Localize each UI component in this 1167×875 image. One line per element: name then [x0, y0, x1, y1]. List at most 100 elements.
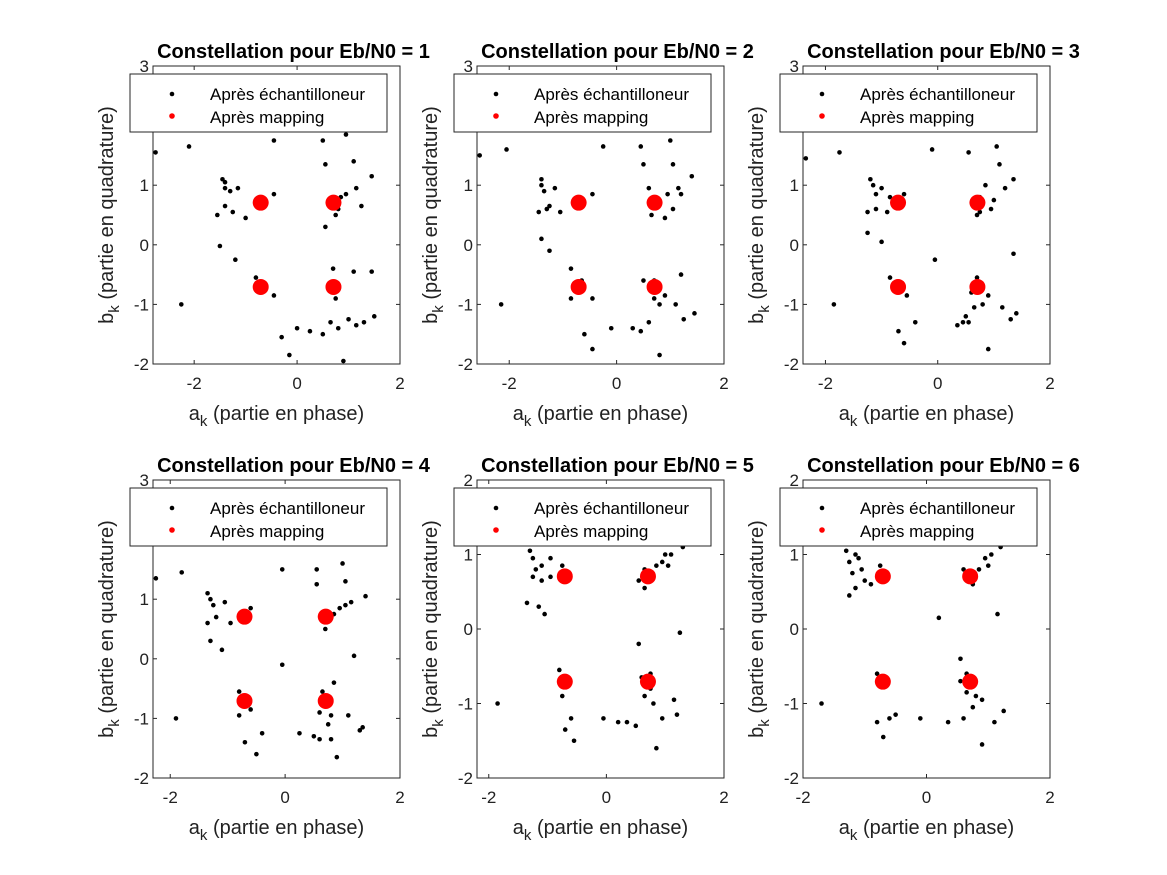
mapped-symbol-point: [969, 278, 986, 295]
raw-sample-point: [961, 716, 966, 721]
chart-title: Constellation pour Eb/N0 = 4: [157, 455, 431, 477]
raw-sample-point: [874, 671, 880, 676]
raw-sample-point: [991, 197, 997, 203]
raw-sample-point: [600, 144, 606, 149]
raw-sample-point: [562, 727, 568, 732]
constellation-panel-1: -2 0 2 -2 -1 0 1 3 Après échantilloneur Après map…: [96, 41, 430, 430]
legend-marker-raw: [493, 505, 499, 511]
raw-sample-point: [328, 736, 334, 742]
raw-sample-point: [649, 212, 654, 218]
plot-area: [803, 144, 1019, 352]
raw-sample-point: [630, 325, 636, 331]
raw-sample-point: [657, 352, 662, 358]
x-axis-label: ak (partie en phase): [839, 403, 1014, 430]
raw-sample-point: [979, 697, 985, 703]
y-tick-label: -1: [134, 295, 149, 314]
raw-sample-point: [348, 599, 354, 605]
y-axis-label: bk (partie en quadrature): [746, 520, 773, 738]
raw-sample-point: [369, 173, 374, 179]
raw-sample-point: [568, 716, 574, 721]
mapped-symbol-point: [890, 194, 907, 211]
raw-sample-point: [985, 563, 991, 568]
raw-sample-point: [963, 314, 969, 319]
y-tick-label: -2: [134, 769, 149, 788]
raw-sample-point: [213, 614, 219, 620]
raw-sample-point: [222, 599, 228, 605]
raw-sample-point: [314, 567, 320, 572]
raw-sample-point: [989, 552, 994, 557]
x-tick-label: 0: [933, 374, 942, 393]
mapped-symbol-point: [962, 568, 979, 585]
raw-sample-point: [271, 138, 277, 143]
raw-sample-point: [208, 638, 213, 644]
x-axis-label: ak (partie en phase): [513, 817, 688, 844]
raw-sample-point: [235, 185, 241, 191]
raw-sample-point: [539, 176, 544, 182]
legend-label-mapped: Après mapping: [210, 108, 324, 127]
raw-sample-point: [236, 713, 242, 718]
raw-sample-point: [651, 296, 657, 301]
x-tick-label: 2: [1045, 788, 1054, 807]
raw-sample-point: [230, 209, 236, 215]
raw-sample-point: [539, 578, 544, 583]
raw-sample-point: [670, 162, 676, 167]
legend-box: [779, 73, 1038, 133]
raw-sample-point: [351, 653, 357, 659]
constellation-panel-2: -2 0 2 -2 -1 0 1 3 Après échantilloneur Après map…: [420, 41, 754, 430]
raw-sample-point: [651, 701, 656, 706]
legend: Après échantilloneur Après mapping: [779, 73, 1038, 133]
raw-sample-point: [877, 563, 883, 568]
raw-sample-point: [333, 212, 338, 218]
legend: Après échantilloneur Après mapping: [779, 487, 1038, 547]
raw-sample-point: [524, 600, 530, 606]
mapped-symbol-point: [890, 278, 907, 295]
raw-sample-point: [887, 194, 893, 200]
legend-label-mapped: Après mapping: [534, 108, 648, 127]
raw-sample-point: [328, 319, 333, 325]
raw-sample-point: [985, 293, 991, 298]
raw-sample-point: [242, 739, 248, 745]
raw-sample-point: [330, 266, 336, 271]
raw-sample-point: [974, 275, 980, 280]
raw-sample-point: [590, 346, 595, 352]
raw-sample-point: [633, 723, 639, 729]
y-tick-label: -2: [134, 355, 149, 374]
legend-label-raw: Après échantilloneur: [860, 499, 1015, 518]
legend: Après échantilloneur Après mapping: [453, 487, 712, 547]
raw-sample-point: [980, 302, 985, 307]
raw-sample-point: [831, 302, 837, 307]
raw-sample-point: [343, 191, 349, 197]
raw-sample-point: [530, 574, 536, 580]
raw-sample-point: [837, 150, 842, 155]
raw-sample-point: [973, 693, 979, 699]
legend-label-raw: Après échantilloneur: [534, 85, 689, 104]
raw-sample-point: [654, 745, 659, 751]
raw-sample-point: [803, 156, 809, 161]
raw-sample-point: [912, 319, 918, 325]
raw-sample-point: [668, 138, 673, 143]
raw-sample-point: [601, 716, 606, 721]
x-tick-label: 2: [719, 374, 728, 393]
mapped-symbol-point: [325, 278, 342, 295]
plot-area: [153, 132, 377, 364]
legend-box: [129, 73, 388, 133]
y-tick-label: 1: [790, 176, 799, 195]
y-tick-label: -1: [784, 295, 799, 314]
raw-sample-point: [544, 206, 550, 212]
raw-sample-point: [205, 590, 210, 596]
raw-sample-point: [995, 611, 1000, 617]
raw-sample-point: [1008, 317, 1014, 322]
raw-sample-point: [641, 162, 646, 167]
mapped-symbol-point: [969, 194, 986, 211]
raw-sample-point: [557, 209, 563, 215]
raw-sample-point: [351, 269, 356, 274]
raw-sample-point: [371, 314, 377, 319]
y-tick-label: 3: [140, 57, 149, 76]
raw-sample-point: [847, 593, 852, 598]
raw-sample-point: [568, 296, 574, 301]
raw-sample-point: [236, 689, 242, 694]
raw-sample-point: [1002, 185, 1008, 191]
y-tick-label: 3: [464, 57, 473, 76]
mapped-symbol-point: [236, 608, 253, 625]
y-tick-label: -1: [458, 695, 473, 714]
